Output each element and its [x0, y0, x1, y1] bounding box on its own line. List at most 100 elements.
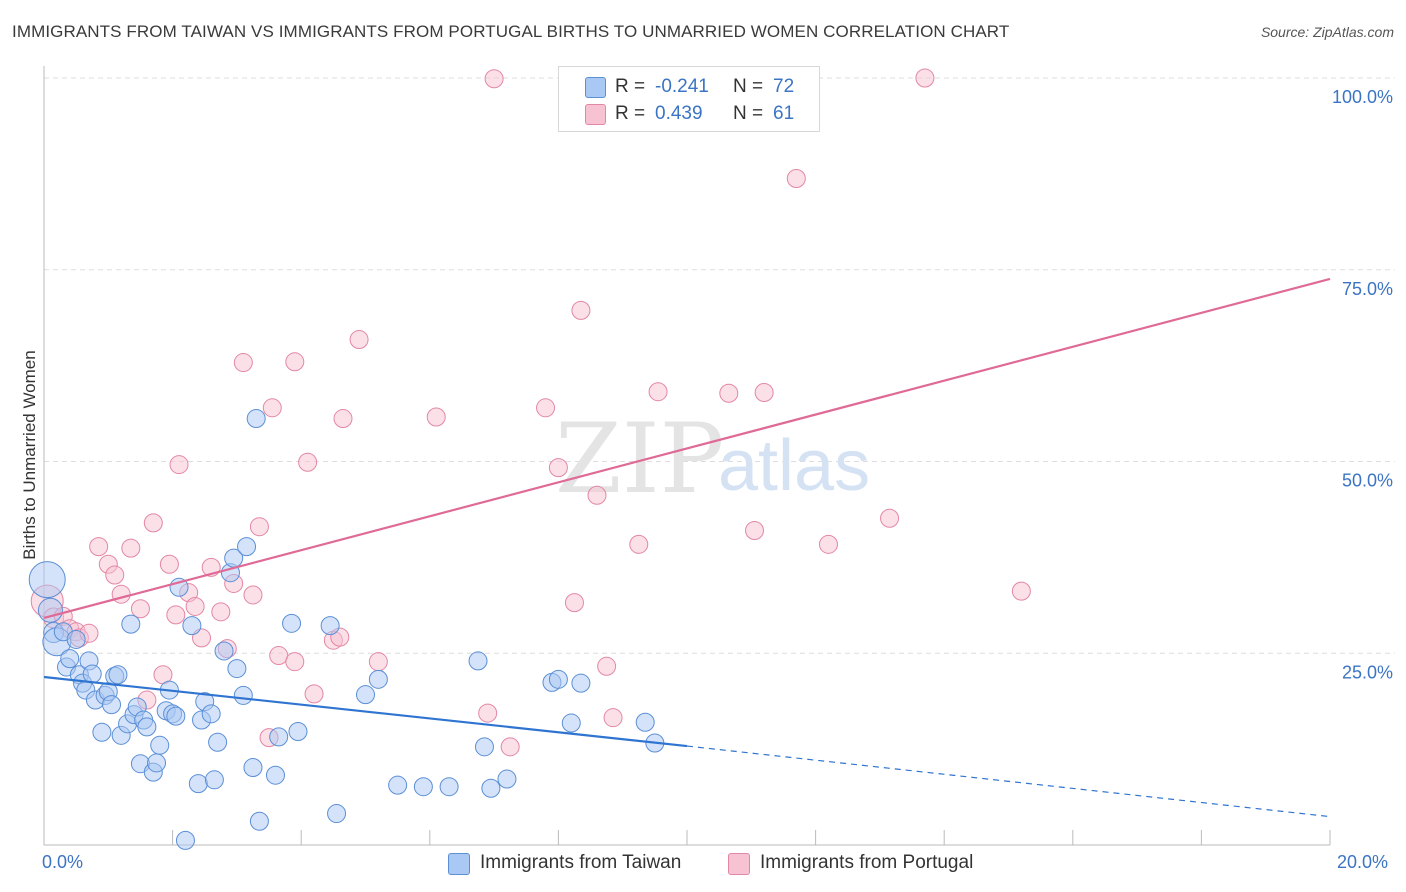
taiwan-point — [28, 561, 66, 599]
r-label: R = — [615, 76, 646, 97]
taiwan-point — [265, 765, 285, 785]
taiwan-point — [243, 758, 263, 778]
portugal-point — [571, 300, 591, 320]
portugal-swatch — [585, 104, 606, 125]
portugal-point — [536, 398, 556, 418]
portugal-point — [169, 455, 189, 475]
portugal-point — [368, 652, 388, 672]
taiwan-point — [108, 665, 128, 685]
portugal-point — [159, 554, 179, 574]
taiwan-point — [571, 673, 591, 693]
portugal-point — [915, 68, 935, 88]
taiwan-point — [356, 685, 375, 705]
portugal-point — [298, 452, 318, 472]
legend-label-taiwan: Immigrants from Taiwan — [480, 852, 682, 873]
portugal-point — [233, 353, 253, 373]
taiwan-point — [201, 704, 221, 724]
portugal-point — [745, 521, 765, 541]
taiwan-point — [635, 712, 655, 732]
taiwan-point — [233, 685, 253, 705]
taiwan-point — [468, 651, 488, 671]
portugal-point — [484, 69, 504, 89]
taiwan-swatch — [448, 853, 470, 875]
taiwan-point — [208, 732, 228, 752]
taiwan-point — [37, 597, 63, 623]
portugal-point — [754, 382, 774, 402]
taiwan-point — [497, 769, 517, 789]
x-tick-max: 20.0% — [1337, 852, 1389, 872]
taiwan-point — [227, 659, 247, 679]
portugal-swatch — [728, 853, 750, 875]
watermark-atlas: atlas — [718, 426, 870, 506]
portugal-point — [89, 537, 109, 557]
portugal-point — [211, 602, 231, 622]
taiwan-point — [102, 695, 122, 715]
portugal-point — [249, 517, 269, 537]
taiwan-trend-line — [43, 675, 688, 748]
portugal-point — [818, 534, 838, 554]
taiwan-point — [175, 830, 195, 850]
taiwan-point — [82, 664, 102, 684]
taiwan-point — [368, 669, 388, 689]
portugal-point — [269, 646, 289, 666]
portugal-point — [166, 605, 186, 625]
n-label: N = — [733, 103, 764, 124]
correlation-legend: R = -0.241 N = 72 R = 0.439 N = 61 — [558, 66, 820, 132]
taiwan-point — [327, 804, 347, 824]
taiwan-point — [288, 721, 308, 741]
taiwan-point — [237, 537, 257, 557]
portugal-point — [143, 513, 163, 533]
taiwan-point — [214, 641, 234, 661]
portugal-point — [349, 330, 369, 350]
taiwan-point — [249, 811, 269, 831]
portugal-point — [262, 398, 282, 418]
portugal-point — [121, 538, 141, 558]
portugal-point — [629, 534, 649, 554]
n-label: N = — [733, 76, 764, 97]
portugal-point — [880, 508, 900, 528]
taiwan-point — [474, 737, 494, 757]
n-value-taiwan: 72 — [773, 76, 795, 97]
portugal-point — [564, 593, 584, 613]
watermark-zip: ZIP — [555, 403, 724, 515]
portugal-point — [111, 584, 131, 604]
y-tick-label: 25.0% — [1342, 662, 1393, 682]
taiwan-point — [388, 775, 408, 795]
portugal-point — [548, 458, 568, 478]
n-value-portugal: 61 — [773, 103, 795, 124]
portugal-point — [648, 382, 668, 402]
taiwan-point — [150, 735, 170, 755]
portugal-point — [333, 409, 353, 429]
y-tick-label: 100.0% — [1332, 87, 1393, 107]
taiwan-point — [66, 629, 86, 649]
portugal-point — [105, 565, 125, 585]
portugal-point — [285, 652, 305, 672]
taiwan-point — [60, 649, 80, 669]
taiwan-point — [561, 713, 581, 733]
portugal-point — [185, 596, 205, 616]
portugal-point — [786, 168, 806, 188]
r-label: R = — [615, 103, 646, 124]
r-value-portugal: 0.439 — [655, 103, 703, 124]
portugal-point — [426, 407, 446, 427]
taiwan-point — [320, 616, 340, 636]
legend-label-portugal: Immigrants from Portugal — [760, 852, 974, 873]
taiwan-point — [204, 770, 224, 790]
r-value-taiwan: -0.241 — [655, 76, 709, 97]
taiwan-point — [147, 753, 167, 773]
portugal-point — [597, 656, 617, 676]
y-tick-label: 50.0% — [1342, 471, 1393, 491]
taiwan-point — [282, 613, 302, 633]
chart-title: IMMIGRANTS FROM TAIWAN VS IMMIGRANTS FRO… — [12, 22, 1010, 41]
taiwan-point — [481, 778, 501, 798]
taiwan-point — [548, 669, 568, 689]
taiwan-point — [137, 717, 157, 737]
taiwan-point — [92, 722, 112, 742]
portugal-point — [603, 708, 623, 728]
portugal-point — [285, 352, 305, 372]
taiwan-point — [121, 614, 141, 634]
taiwan-point — [439, 777, 459, 797]
portugal-point — [500, 737, 520, 757]
taiwan-point — [413, 777, 433, 797]
